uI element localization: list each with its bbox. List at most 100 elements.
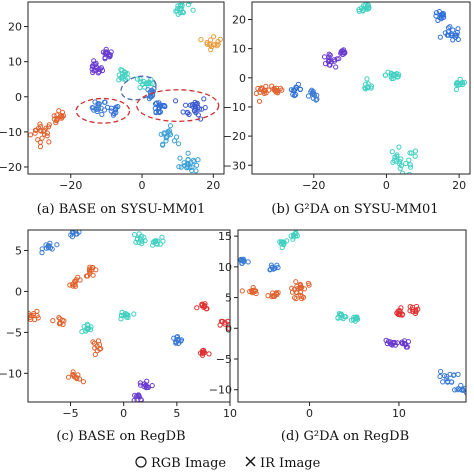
rgb-point <box>87 266 93 272</box>
rgb-point <box>154 241 160 247</box>
rgb-point <box>309 87 315 93</box>
cluster-0-1 <box>51 108 67 126</box>
cluster-0-12 <box>176 150 201 174</box>
caption-panel-b: (b) G²DA on SYSU-MM01 <box>271 202 438 217</box>
rgb-point <box>293 84 299 90</box>
rgb-point <box>245 259 251 265</box>
cluster-0-4 <box>89 58 106 76</box>
cluster-2-1 <box>68 230 82 240</box>
cluster-2-15 <box>197 347 212 358</box>
rgb-point <box>139 238 145 244</box>
rgb-point <box>110 112 117 118</box>
rgb-point <box>199 350 205 356</box>
rgb-point <box>327 52 333 58</box>
y-tick-label: 20 <box>8 21 22 34</box>
cluster-3-8 <box>335 311 349 322</box>
rgb-point <box>413 309 419 315</box>
legend-rgb-label: RGB Image <box>151 456 226 471</box>
rgb-point <box>331 57 337 63</box>
rgb-point <box>321 54 328 60</box>
rgb-point <box>209 44 215 50</box>
cluster-3-2 <box>277 238 290 251</box>
legend-ir-label: IR Image <box>260 456 321 471</box>
cluster-0-10 <box>173 96 208 122</box>
rgb-point <box>119 309 125 315</box>
rgb-point <box>181 160 187 166</box>
rgb-point <box>204 306 210 312</box>
rgb-point <box>204 40 210 46</box>
rgb-point <box>194 162 200 168</box>
y-tick-label: −30 <box>223 159 246 172</box>
rgb-point <box>28 132 34 138</box>
rgb-point <box>208 37 214 43</box>
y-tick-label: −20 <box>223 130 246 143</box>
rgb-point <box>119 71 126 77</box>
rgb-point <box>398 156 404 162</box>
rgb-point <box>336 56 342 62</box>
rgb-point <box>160 142 166 148</box>
rgb-point <box>173 98 179 104</box>
rgb-point <box>107 54 113 60</box>
cluster-2-13 <box>194 301 210 312</box>
rgb-point <box>146 79 152 85</box>
rgb-point <box>174 8 180 14</box>
x-tick-label: 0 <box>383 179 390 192</box>
rgb-point <box>90 339 96 345</box>
rgb-point <box>51 113 57 119</box>
rgb-point <box>406 171 412 174</box>
rgb-point <box>163 138 169 144</box>
rgb-point <box>218 318 224 324</box>
cluster-1-12 <box>453 76 468 93</box>
rgb-point <box>445 25 451 31</box>
rgb-point <box>70 369 76 375</box>
rgb-point <box>444 376 450 382</box>
rgb-point <box>405 339 411 345</box>
rgb-point <box>454 32 460 38</box>
rgb-point <box>459 80 465 86</box>
cluster-0-3 <box>105 104 121 118</box>
rgb-point <box>211 34 217 40</box>
rgb-point <box>338 311 344 317</box>
rgb-point <box>239 288 245 294</box>
rgb-point <box>173 338 179 344</box>
cluster-3-10 <box>394 305 406 318</box>
rgb-point <box>91 340 98 346</box>
rgb-point <box>113 104 119 110</box>
caption-panel-a: (a) BASE on SYSU-MM01 <box>37 202 206 217</box>
cluster-3-11 <box>407 303 421 316</box>
rgb-point <box>193 110 199 116</box>
rgb-point <box>176 164 182 170</box>
rgb-point <box>159 234 165 240</box>
rgb-point <box>269 290 276 296</box>
legend-ir-marker <box>245 456 256 467</box>
rgb-point <box>35 125 42 131</box>
cluster-3-9 <box>348 314 361 324</box>
rgb-point <box>67 282 73 288</box>
rgb-point <box>398 163 404 169</box>
axes-frame-2 <box>27 229 231 403</box>
rgb-point <box>408 164 414 170</box>
rgb-point <box>46 139 52 145</box>
y-tick-label: 10 <box>232 43 246 56</box>
rgb-point <box>293 92 299 98</box>
y-tick-label: −5 <box>6 326 22 339</box>
cluster-2-5 <box>83 264 99 279</box>
rgb-point <box>118 67 124 73</box>
rgb-point <box>459 386 466 392</box>
rgb-point <box>407 162 413 168</box>
rgb-point <box>274 262 280 268</box>
rgb-point <box>138 79 144 85</box>
rgb-point <box>75 274 81 280</box>
rgb-point <box>389 149 395 155</box>
cluster-1-7 <box>382 69 402 82</box>
y-tick-label: 0 <box>15 285 22 298</box>
highlight-ellipse-0 <box>75 97 131 124</box>
rgb-point <box>99 67 106 74</box>
rgb-point <box>46 124 52 130</box>
rgb-point <box>190 101 196 108</box>
rgb-point <box>54 242 60 248</box>
rgb-point <box>395 73 401 80</box>
rgb-point <box>368 85 374 91</box>
rgb-point <box>195 157 201 163</box>
y-tick-label: 0 <box>225 322 232 335</box>
